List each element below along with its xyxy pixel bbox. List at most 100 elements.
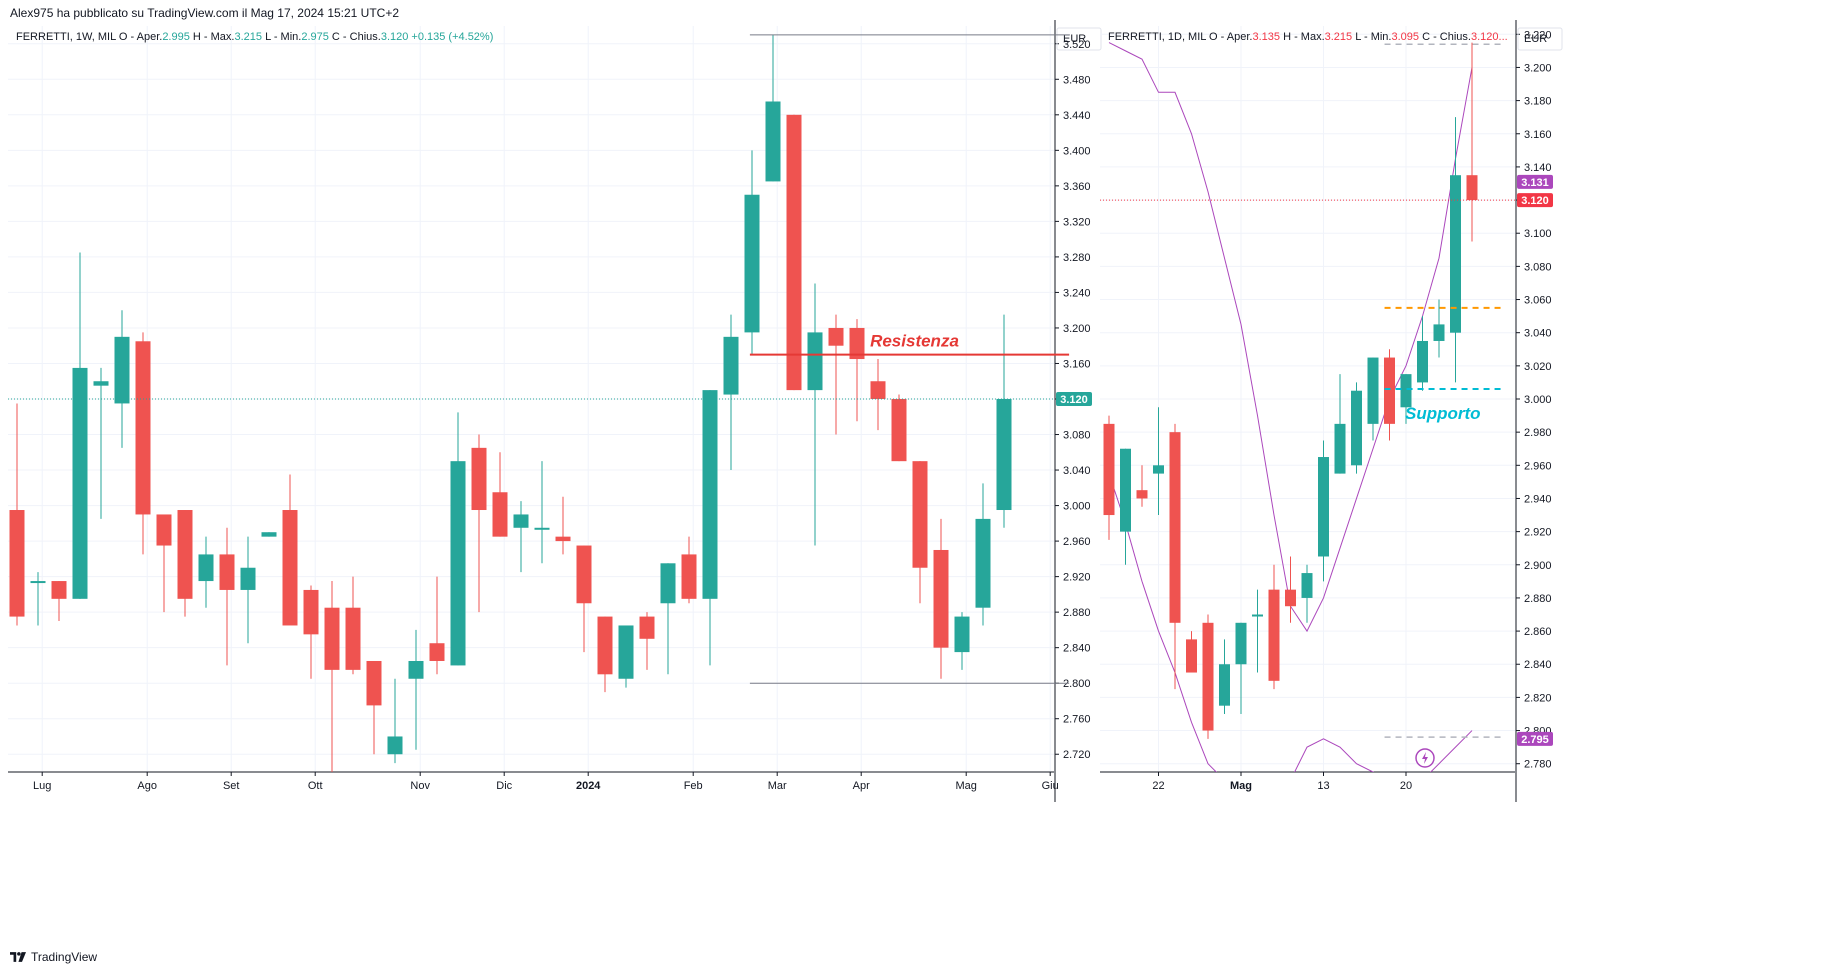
- candle-body: [1466, 175, 1478, 201]
- currency-label: EUR: [1524, 33, 1547, 45]
- candle-body: [1136, 490, 1148, 499]
- candle: [933, 518, 949, 679]
- y-tick-label: 2.760: [1063, 714, 1091, 726]
- candle: [345, 576, 361, 675]
- y-tick-label: 2.900: [1524, 560, 1552, 572]
- candle: [387, 678, 403, 764]
- weekly-chart: 2.720 2.760 2.800 2.840 2.880 2.920 2.960 3.000…: [8, 20, 1102, 802]
- y-tick-label: 2.840: [1063, 643, 1091, 655]
- candle-body: [1202, 622, 1214, 731]
- legend-high-value: 3.215: [1325, 31, 1356, 43]
- y-tick-label: 2.920: [1063, 572, 1091, 584]
- candle: [723, 314, 739, 471]
- candle-body: [1103, 423, 1115, 516]
- y-tick-label: 3.040: [1063, 465, 1091, 477]
- y-tick-label: 3.020: [1524, 361, 1552, 373]
- candle: [555, 496, 571, 555]
- candle: [1318, 440, 1329, 582]
- candle: [492, 452, 508, 537]
- candle: [576, 545, 592, 653]
- candle: [114, 310, 130, 448]
- candle: [240, 536, 256, 644]
- candle-body: [135, 341, 151, 515]
- candle-body: [639, 616, 655, 639]
- legend-low-value: 3.095: [1391, 31, 1422, 43]
- x-tick-label: Set: [223, 780, 240, 792]
- candle-body: [1433, 324, 1445, 341]
- last-price-badge: [1517, 193, 1553, 208]
- currency-box: [1517, 27, 1563, 51]
- legend-change-value: +0.135 (+4.52%): [411, 31, 493, 43]
- candle-body: [492, 492, 508, 537]
- candle: [1384, 349, 1395, 441]
- candle-body: [912, 461, 928, 568]
- candle-body: [786, 114, 802, 391]
- support-label: Supporto: [1405, 404, 1481, 423]
- y-tick-label: 3.180: [1524, 96, 1552, 108]
- candle-body: [891, 399, 907, 462]
- candle: [702, 390, 718, 666]
- candle: [954, 612, 970, 670]
- candle-body: [702, 390, 718, 599]
- y-tick-label: 3.200: [1063, 323, 1091, 335]
- y-tick-label: 2.800: [1063, 678, 1091, 690]
- y-tick-label: 3.440: [1063, 110, 1091, 122]
- candle-body: [1334, 423, 1346, 474]
- candle-body: [1367, 357, 1379, 424]
- footer-brand[interactable]: TradingView: [10, 950, 97, 964]
- candle-body: [1450, 175, 1461, 333]
- candle-body: [723, 336, 739, 395]
- candle: [849, 319, 865, 422]
- y-tick-label: 2.880: [1063, 607, 1091, 619]
- legend-close-label: C - Chius.: [1422, 31, 1471, 43]
- candle: [1252, 589, 1263, 673]
- x-tick-label: Ago: [137, 780, 157, 792]
- x-tick-label: Apr: [853, 780, 870, 792]
- candle-body: [471, 447, 487, 511]
- legend-open-value: 2.995: [162, 31, 193, 43]
- legend-low-value: 2.975: [301, 31, 332, 43]
- candle-body: [366, 660, 382, 706]
- last-price-label: 3.120: [1521, 195, 1549, 207]
- low-badge: [1517, 731, 1553, 746]
- daily-chart: 2.7802.8002.8202.8402.8602.8802.9002.920…: [1100, 20, 1563, 802]
- candle-body: [51, 581, 67, 599]
- legend-high-label: H - Max.: [1283, 31, 1325, 43]
- candle: [51, 581, 67, 622]
- candle-body: [744, 194, 760, 333]
- candle: [30, 572, 46, 626]
- y-tick-label: 3.100: [1524, 228, 1552, 240]
- candle: [408, 629, 424, 750]
- candle-body: [996, 399, 1012, 511]
- x-tick-label: Mag: [1230, 780, 1252, 792]
- legend-high-value: 3.215: [234, 31, 265, 43]
- candle-body: [303, 589, 319, 635]
- candle-body: [282, 510, 298, 626]
- candle-body: [660, 563, 676, 604]
- candle-body: [1235, 622, 1247, 665]
- legend-symbol: FERRETTI, 1D, MIL: [1108, 31, 1209, 43]
- candle-body: [849, 327, 865, 360]
- candle: [891, 394, 907, 462]
- candle: [1351, 382, 1362, 474]
- candle-body: [324, 607, 340, 670]
- legend-open-label: O - Aper.: [1209, 31, 1252, 43]
- candle: [786, 114, 802, 391]
- candle: [72, 252, 88, 599]
- candle-body: [681, 554, 697, 599]
- x-tick-label: Lug: [33, 780, 51, 792]
- candle: [177, 510, 193, 617]
- y-tick-label: 3.280: [1063, 252, 1091, 264]
- candle: [618, 625, 634, 688]
- candle: [1202, 614, 1214, 739]
- y-tick-label: 2.780: [1524, 759, 1552, 771]
- candle: [1219, 639, 1230, 714]
- candle: [198, 536, 214, 608]
- moving-average-line: [1108, 42, 1473, 633]
- x-tick-label: Ott: [308, 780, 323, 792]
- candle: [534, 461, 550, 564]
- candle: [1268, 564, 1280, 690]
- legend-open-value: 3.135: [1252, 31, 1283, 43]
- candle: [1301, 564, 1313, 623]
- candle: [1120, 448, 1131, 565]
